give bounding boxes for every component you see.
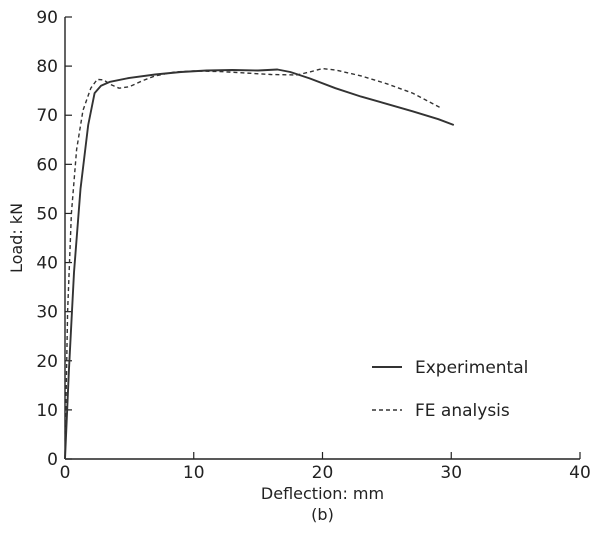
series-line-fe-analysis bbox=[64, 67, 442, 460]
figure-caption: (b) bbox=[311, 505, 334, 524]
y-tick-label: 80 bbox=[36, 57, 58, 77]
y-tick-label: 0 bbox=[47, 450, 58, 470]
y-tick-label: 90 bbox=[36, 8, 58, 28]
x-tick-label: 40 bbox=[569, 463, 591, 483]
x-tick-label: 30 bbox=[440, 463, 462, 483]
y-tick-label: 30 bbox=[36, 303, 58, 323]
y-tick-label: 60 bbox=[36, 155, 58, 175]
x-tick-label: 20 bbox=[312, 463, 334, 483]
y-tick-label: 20 bbox=[36, 352, 58, 372]
series-line-experimental bbox=[64, 68, 455, 460]
y-tick-label: 10 bbox=[36, 401, 58, 421]
y-tick-label: 40 bbox=[36, 254, 58, 274]
y-tick-label: 70 bbox=[36, 106, 58, 126]
legend: Experimental FE analysis bbox=[372, 358, 528, 421]
x-tick-label: 0 bbox=[60, 463, 71, 483]
y-axis-title: Load: kN bbox=[7, 203, 26, 273]
y-tick-label: 50 bbox=[36, 204, 58, 224]
series-layer bbox=[64, 67, 455, 460]
x-axis-title: Deflection: mm bbox=[261, 484, 384, 503]
x-ticks: 0 10 20 30 40 bbox=[60, 452, 591, 483]
legend-label: Experimental bbox=[415, 358, 528, 378]
legend-label: FE analysis bbox=[415, 401, 510, 421]
y-ticks: 0 10 20 30 40 50 60 70 80 90 bbox=[36, 8, 72, 470]
x-tick-label: 10 bbox=[183, 463, 205, 483]
